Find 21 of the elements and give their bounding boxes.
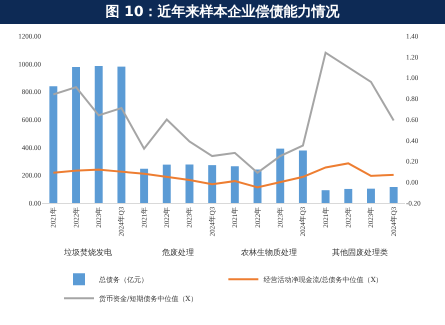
text: 其他固废处理类 <box>332 248 388 257</box>
bar <box>94 66 103 203</box>
text: 农林生物质处理 <box>241 248 297 257</box>
line-series <box>52 52 395 174</box>
bar <box>390 187 398 203</box>
bar <box>140 168 148 203</box>
bar <box>72 67 80 203</box>
bar <box>117 66 126 203</box>
bar <box>367 188 375 203</box>
bar <box>344 188 352 203</box>
line-series <box>52 162 395 188</box>
bar <box>49 86 58 203</box>
bar <box>186 164 194 203</box>
bar <box>322 190 330 203</box>
chart-title: 图 10：近年来样本企业偿债能力情况 <box>0 0 445 24</box>
text: 危废处理 <box>162 248 194 257</box>
bar <box>208 165 216 203</box>
bar <box>230 166 239 203</box>
text: 垃圾焚烧发电 <box>63 248 112 257</box>
bar <box>298 150 307 203</box>
bar <box>162 164 171 203</box>
